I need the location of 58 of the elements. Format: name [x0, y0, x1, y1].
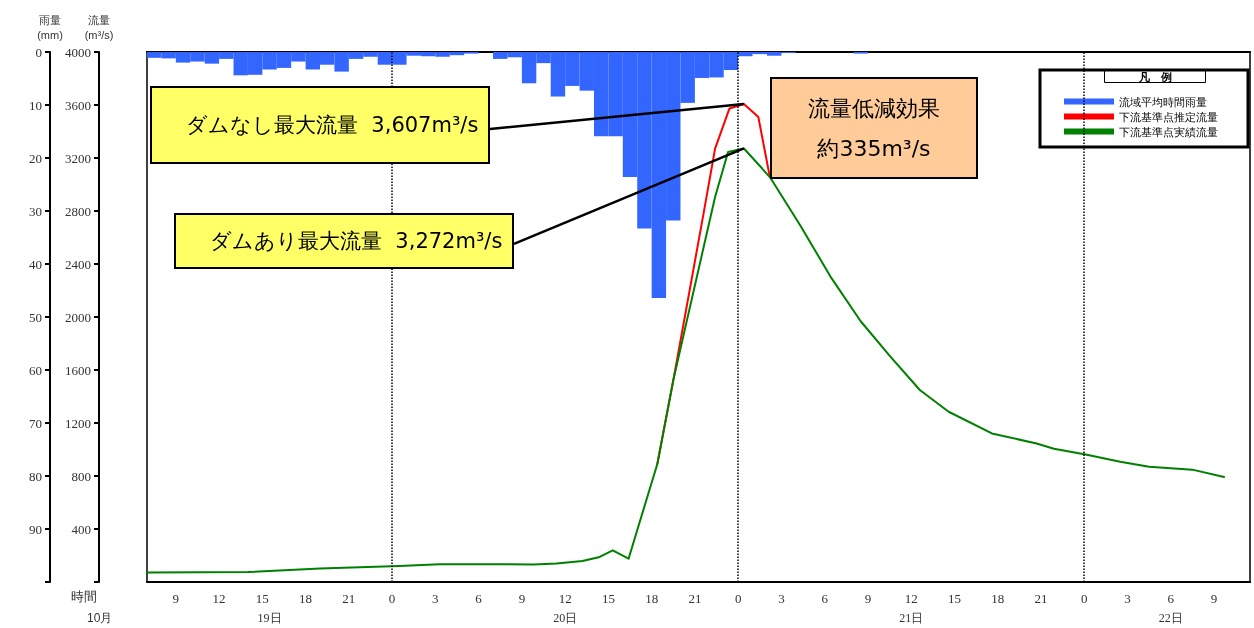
y-tick-label: 800 [71, 468, 91, 484]
y-axis-title: 流量 (m³/s) [84, 13, 114, 41]
legend-title: 凡 例 [1137, 70, 1172, 83]
y-tick-label: 3600 [65, 97, 91, 113]
annotation: 流量低減効果約335m³/s [807, 95, 941, 163]
legend-label: 下流基準点実績流量 [1119, 125, 1218, 138]
y-tick-label: 400 [71, 521, 91, 537]
x-tick-label: 6 [475, 591, 483, 606]
x-tick-label: 3 [432, 591, 439, 606]
x-tick-label: 12 [212, 591, 226, 606]
y2-tick-label: 50 [29, 309, 42, 325]
y2-axis-title: 雨量 (mm) [37, 13, 63, 41]
x-tick-label: 12 [558, 591, 572, 606]
y2-tick-label: 60 [29, 362, 42, 378]
x2-tick-label: 20日 [553, 611, 578, 625]
y-tick-label: 2800 [65, 203, 91, 219]
x-tick-label: 21 [1034, 591, 1048, 606]
x-tick-label: 6 [821, 591, 829, 606]
x-tick-label: 15 [947, 591, 961, 606]
x-tick-label: 0 [1080, 591, 1088, 606]
x-tick-label: 9 [864, 591, 872, 606]
x2-axis-title: 10月 [87, 611, 113, 625]
y2-tick-label: 10 [29, 97, 42, 113]
y-tick-label: 2400 [65, 256, 91, 272]
y2-tick-label: 80 [29, 468, 42, 484]
x2-tick-label: 21日 [899, 611, 924, 625]
y-tick-label: 1200 [65, 415, 91, 431]
y-tick-label: 3200 [65, 150, 91, 166]
x-tick-label: 9 [172, 591, 180, 606]
x-tick-label: 15 [601, 591, 615, 606]
x-tick-label: 6 [1167, 591, 1175, 606]
x-tick-label: 21 [688, 591, 702, 606]
y-tick-label: 1600 [65, 362, 91, 378]
legend-label: 流域平均時間雨量 [1119, 95, 1207, 108]
y2-tick-label: 0 [35, 44, 42, 60]
x2-tick-label: 22日 [1158, 611, 1183, 625]
y-tick-label: 2000 [65, 309, 91, 325]
y2-tick-label: 40 [29, 256, 42, 272]
y2-tick-label: 70 [29, 415, 42, 431]
y2-tick-label: 30 [29, 203, 42, 219]
x-tick-label: 0 [388, 591, 396, 606]
x-tick-label: 18 [991, 591, 1005, 606]
x-tick-label: 18 [645, 591, 659, 606]
y2-tick-label: 90 [29, 521, 42, 537]
x-axis-title: 時間 [71, 589, 97, 604]
x-tick-label: 9 [1210, 591, 1218, 606]
legend-label: 下流基準点推定流量 [1119, 110, 1218, 123]
x-tick-label: 3 [778, 591, 785, 606]
x-tick-label: 21 [342, 591, 356, 606]
x-tick-label: 15 [255, 591, 269, 606]
x2-tick-label: 19日 [257, 611, 282, 625]
y2-tick-label: 20 [29, 150, 42, 166]
y-tick-label: 4000 [65, 44, 91, 60]
x-tick-label: 3 [1124, 591, 1131, 606]
x-tick-label: 9 [518, 591, 526, 606]
x-tick-label: 0 [734, 591, 742, 606]
x-tick-label: 12 [904, 591, 918, 606]
x-tick-label: 18 [299, 591, 313, 606]
